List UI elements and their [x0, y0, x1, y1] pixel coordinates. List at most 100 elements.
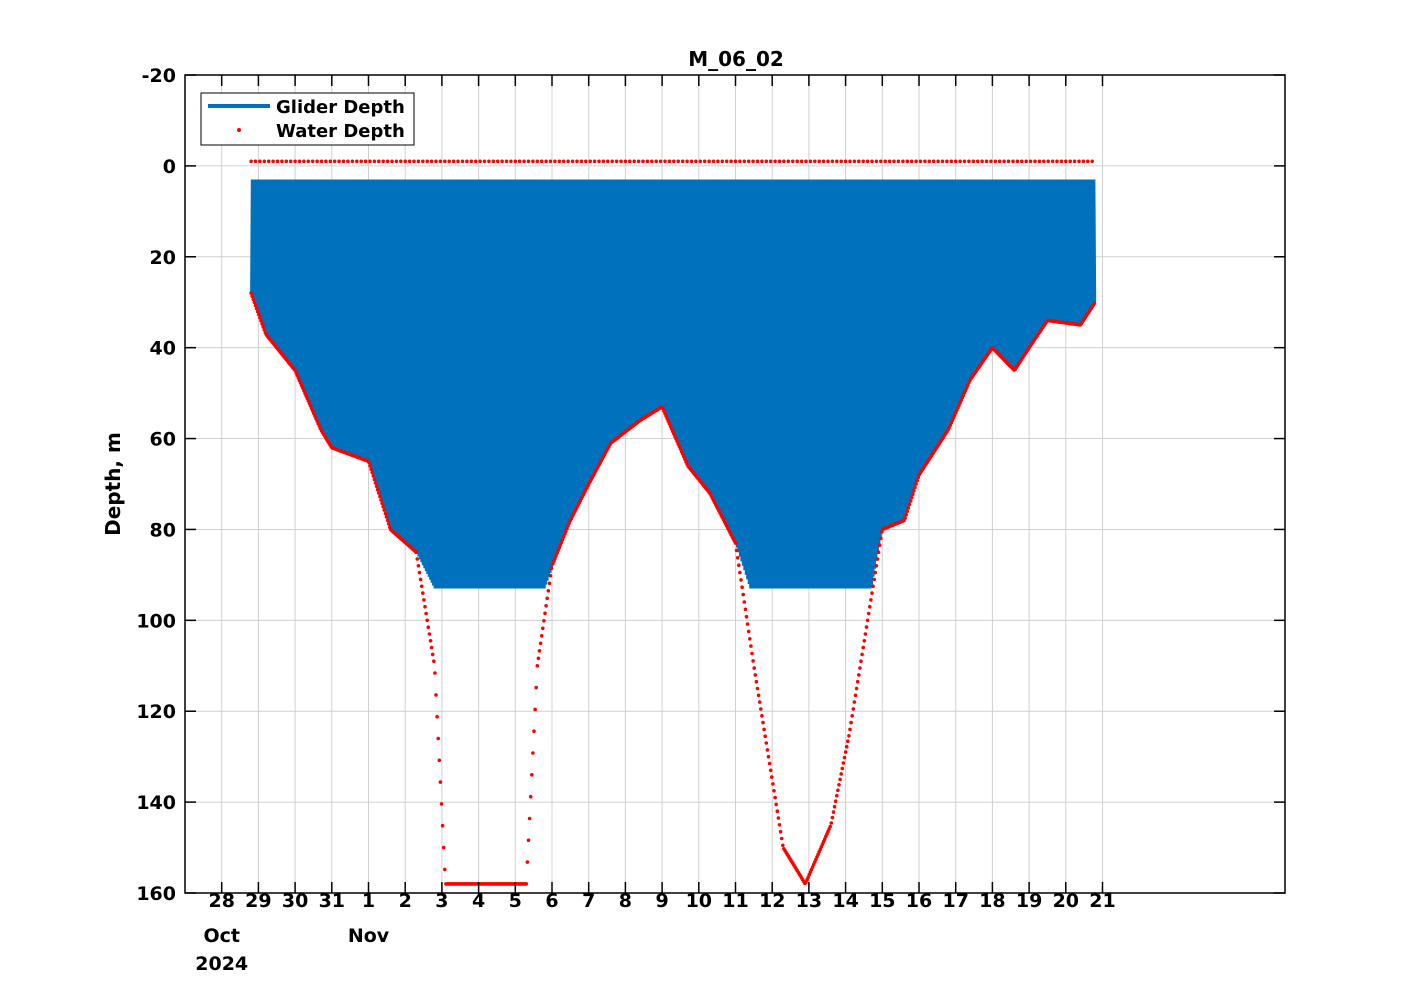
water-depth-surface-point — [892, 159, 896, 164]
water-depth-point — [905, 509, 910, 514]
water-depth-surface-point — [843, 159, 848, 164]
water-depth-surface-point — [940, 159, 945, 164]
water-depth-point — [528, 794, 533, 799]
water-depth-surface-point — [584, 159, 588, 164]
x-tick-label: 18 — [979, 890, 1005, 912]
water-depth-surface-point — [799, 159, 804, 164]
water-depth-surface-point — [918, 159, 923, 164]
water-depth-point — [555, 551, 559, 555]
water-depth-surface-point — [632, 159, 636, 164]
water-depth-point — [916, 475, 921, 480]
legend-water-label: Water Depth — [276, 121, 405, 142]
water-depth-point — [738, 570, 742, 575]
water-depth-surface-point — [288, 159, 293, 164]
water-depth-surface-point — [1006, 159, 1011, 164]
water-depth-surface-point — [821, 159, 826, 164]
x-tick-label: 11 — [722, 890, 748, 912]
water-depth-point — [844, 744, 849, 749]
x-tick-label: 20 — [1053, 890, 1079, 912]
water-depth-surface-point — [667, 159, 672, 164]
water-depth-point — [840, 766, 845, 771]
water-depth-point — [838, 777, 842, 782]
water-depth-surface-point — [434, 159, 438, 164]
water-depth-point — [560, 537, 565, 542]
water-depth-surface-point — [539, 159, 544, 164]
x-tick-label: 8 — [619, 890, 632, 912]
water-depth-point — [543, 611, 547, 616]
water-depth-surface-point — [500, 159, 504, 164]
water-depth-surface-point — [513, 159, 518, 164]
x-year-label: 2024 — [195, 953, 248, 975]
water-depth-point — [914, 482, 918, 486]
water-depth-point — [864, 625, 869, 629]
water-depth-point — [385, 518, 390, 523]
water-depth-surface-point — [385, 159, 390, 164]
water-depth-point — [381, 504, 386, 509]
x-tick-label: 13 — [796, 890, 822, 912]
water-depth-point — [830, 815, 835, 820]
y-tick-label: 0 — [163, 156, 176, 178]
water-depth-point — [254, 306, 259, 311]
water-depth-surface-point — [1086, 159, 1090, 164]
water-depth-point — [557, 545, 562, 550]
water-depth-point — [853, 693, 858, 698]
x-tick-label: 9 — [655, 890, 668, 912]
water-depth-surface-point — [896, 159, 901, 164]
water-depth-point — [379, 498, 383, 502]
water-depth-surface-point — [698, 159, 703, 164]
water-depth-point — [755, 686, 760, 691]
water-depth-point — [874, 564, 879, 568]
water-depth-surface-point — [870, 159, 874, 164]
water-depth-point — [876, 550, 881, 554]
water-depth-point — [903, 516, 907, 520]
water-depth-point — [837, 783, 841, 787]
water-depth-point — [865, 618, 870, 623]
water-depth-surface-point — [368, 159, 372, 164]
water-depth-point — [563, 532, 567, 536]
water-depth-point — [757, 700, 762, 704]
water-depth-surface-point — [1064, 159, 1068, 164]
water-depth-point — [754, 679, 759, 684]
water-depth-surface-point — [984, 159, 989, 164]
water-depth-surface-point — [1072, 159, 1077, 164]
x-tick-label: 2 — [399, 890, 412, 912]
water-depth-point — [753, 673, 758, 677]
water-depth-point — [869, 598, 873, 602]
water-depth-surface-point — [724, 159, 729, 164]
water-depth-point — [547, 581, 552, 586]
x-tick-label: 19 — [1016, 890, 1042, 912]
water-depth-surface-point — [865, 159, 870, 164]
x-tick-labels: 28 29 30 31 1 2 3 4 5 6 7 8 9 10 11 12 13 14 15 16 17 18 19 20 2… — [208, 890, 1115, 912]
water-depth-point — [546, 589, 551, 593]
water-depth-point — [545, 596, 549, 601]
water-depth-surface-point — [782, 159, 786, 164]
water-depth-point — [873, 570, 878, 575]
water-depth-surface-point — [1042, 159, 1046, 164]
water-depth-surface-point — [949, 159, 954, 164]
water-depth-point — [542, 619, 546, 623]
water-depth-point — [558, 543, 563, 547]
water-depth-point — [434, 693, 438, 697]
water-depth-point — [836, 788, 840, 793]
x-tick-label: 30 — [282, 890, 308, 912]
water-depth-surface-point — [566, 159, 570, 164]
water-depth-surface-point — [557, 159, 562, 164]
water-depth-point — [414, 550, 419, 554]
water-depth-surface-point — [324, 159, 328, 164]
water-depth-point — [913, 485, 917, 490]
water-depth-point — [863, 632, 868, 636]
water-depth-point — [835, 793, 839, 798]
water-depth-point — [259, 318, 263, 323]
water-depth-point — [251, 297, 256, 302]
water-depth-point — [862, 639, 867, 643]
legend: Glider Depth Water Depth — [200, 92, 415, 146]
water-depth-surface-point — [755, 159, 760, 164]
water-depth-surface-point — [377, 159, 381, 164]
water-depth-surface-point — [751, 159, 755, 164]
x-tick-label: 6 — [545, 890, 558, 912]
water-depth-point — [841, 761, 846, 765]
water-depth-point — [767, 761, 772, 766]
water-depth-point — [370, 470, 375, 475]
water-depth-surface-point — [438, 159, 443, 164]
water-depth-point — [567, 521, 571, 525]
